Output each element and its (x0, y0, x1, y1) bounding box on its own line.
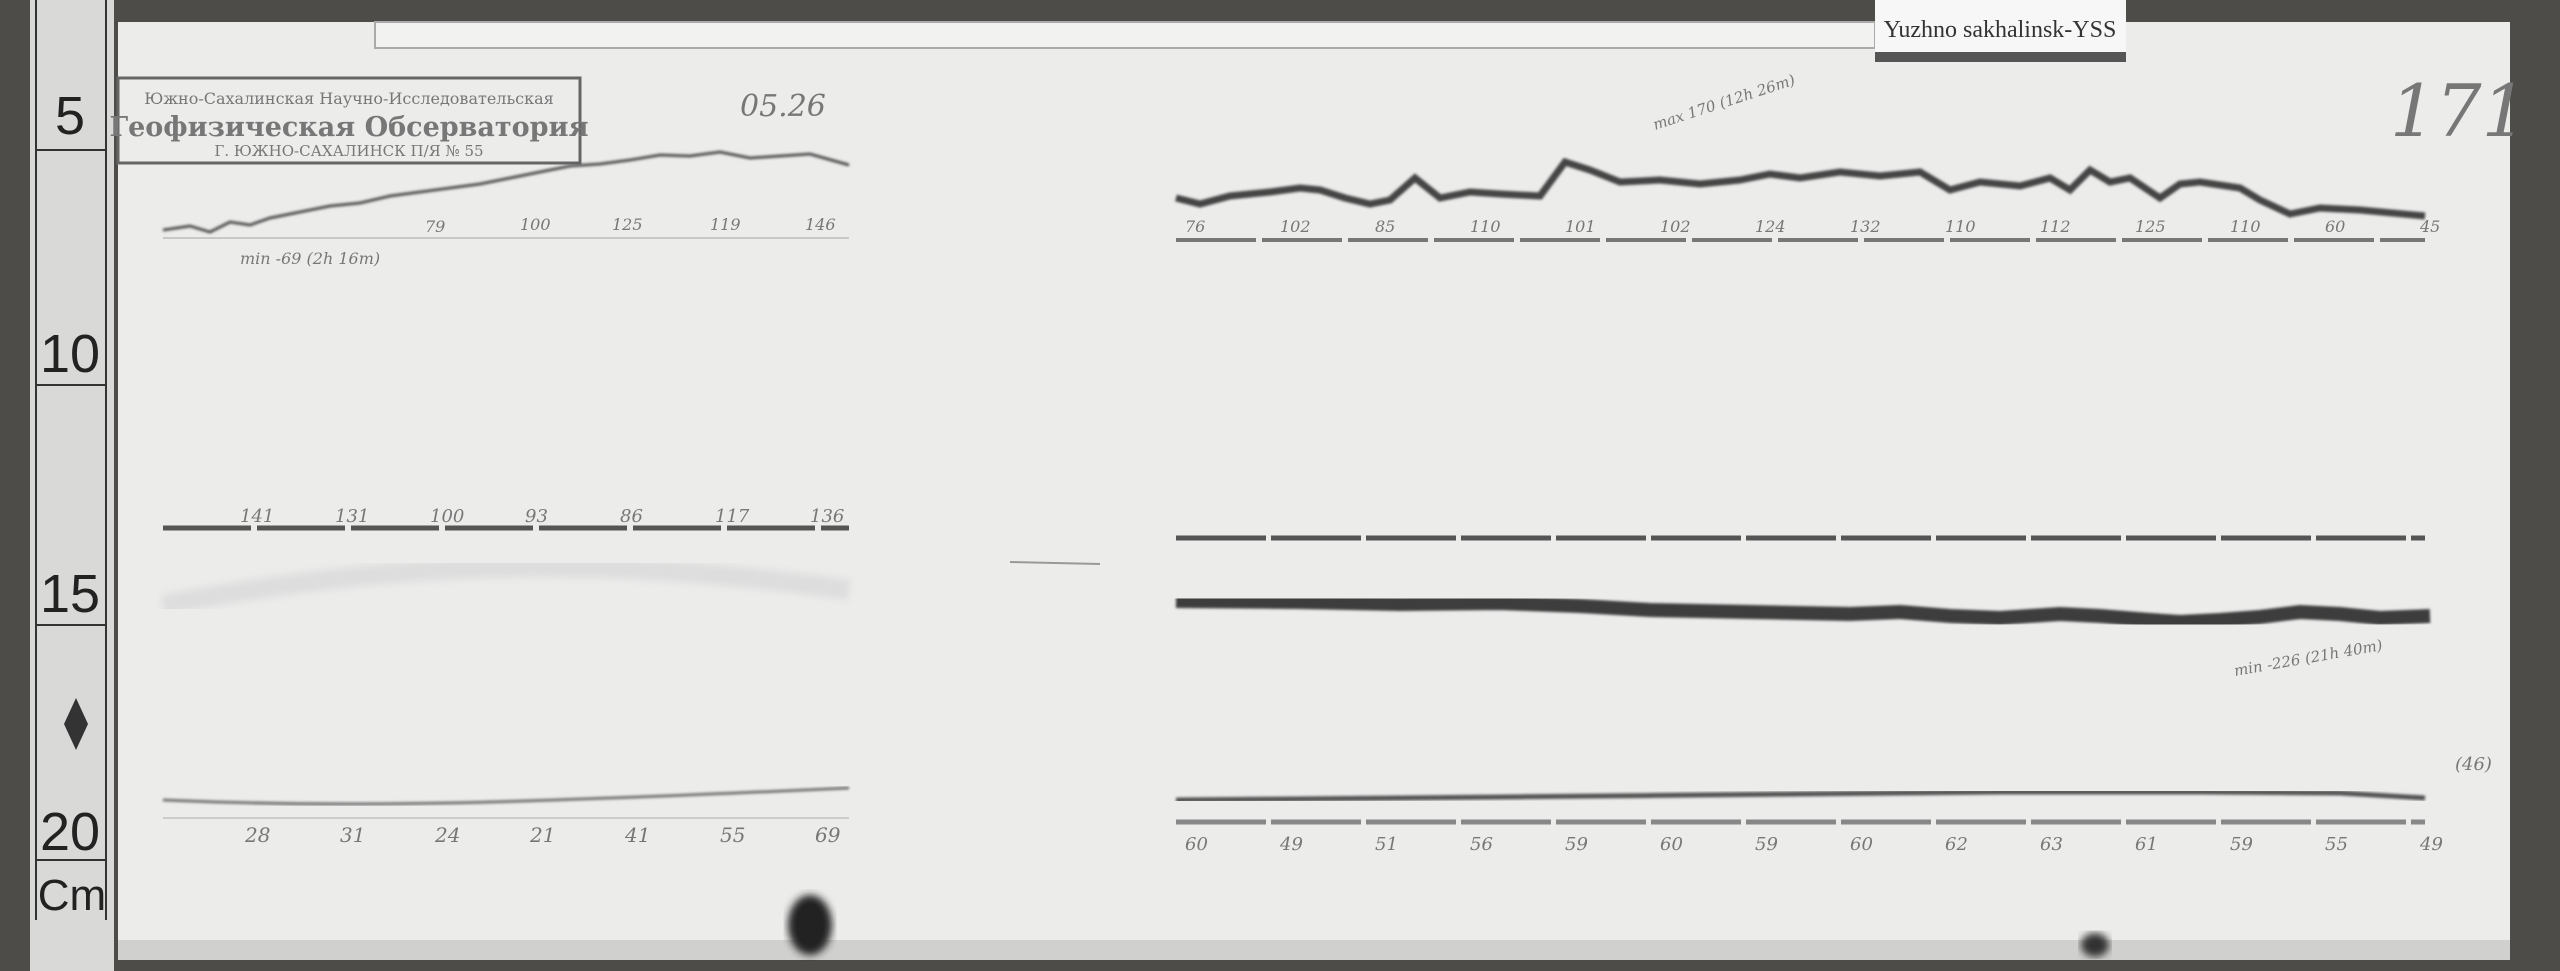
tick-label: 49 (2419, 834, 2443, 855)
tick-label: 55 (2325, 834, 2348, 855)
tick-label: 76 (1185, 217, 1205, 236)
svg-text:125: 125 (612, 215, 643, 234)
tick-label: 59 (2230, 834, 2253, 855)
trace-right-top (1175, 157, 2426, 220)
ink-smudge (788, 895, 832, 955)
tick-label: 125 (2135, 217, 2166, 236)
tick-label: 102 (1660, 217, 1691, 236)
paper-sheet (118, 22, 2510, 948)
ruler (35, 0, 107, 920)
tick-labels-mid-left: 141 131 100 93 86 117 136 (240, 506, 844, 527)
tick-label: 59 (1565, 834, 1588, 855)
tick-label: 21 (529, 823, 555, 847)
ink-smudge (2081, 933, 2109, 957)
stamp-line-1: Южно-Сахалинская Научно-Исследовательска… (144, 89, 554, 108)
tick-label: 86 (620, 506, 643, 527)
diamond-marker-icon (64, 698, 88, 750)
ruler-strip (30, 0, 114, 971)
svg-text:146: 146 (805, 215, 836, 234)
trace-left-top (162, 150, 850, 234)
tick-label: 31 (340, 823, 365, 847)
stamp-line-3: Г. ЮЖНО-САХАЛИНСК П/Я № 55 (214, 142, 483, 160)
tick-label: 60 (1185, 834, 1208, 855)
tick-label: 62 (1945, 834, 1968, 855)
tick-label: 131 (335, 506, 369, 527)
tick-labels-top-right: 76 102 85 110 101 102 124 132 110 112 125 110 60 45 (1185, 217, 2440, 236)
ruler-unit: Cm (38, 871, 106, 920)
observatory-stamp (116, 76, 582, 165)
annotation-right-side: (46) (2455, 754, 2492, 775)
tick-label: 41 (624, 823, 650, 847)
tick-label: 112 (2040, 217, 2071, 236)
date-note: 05.26 (740, 89, 826, 124)
tick-label: 24 (434, 823, 460, 847)
trace-right-thick (1175, 594, 2431, 630)
tick-label: 102 (1280, 217, 1311, 236)
tick-labels-bottom-right: 60 49 51 56 59 60 59 60 62 63 61 59 55 49 (1185, 834, 2443, 855)
tick-label: 141 (240, 506, 274, 527)
tick-label: 45 (2419, 217, 2440, 236)
tick-label: 69 (815, 823, 841, 847)
tick-label: 59 (1755, 834, 1778, 855)
tick-label: 93 (525, 506, 548, 527)
tick-label: 56 (1470, 834, 1493, 855)
tick-label: 60 (1850, 834, 1873, 855)
ruler-mark-10: 10 (40, 324, 100, 384)
stamp-line-2: Геофизическая Обсерватория (109, 112, 588, 143)
tape-strip (374, 21, 1876, 49)
tick-label: 49 (1279, 834, 1303, 855)
tick-label: 110 (2230, 217, 2261, 236)
tick-label: 28 (244, 823, 270, 847)
station-label: Yuzhno sakhalinsk-YSS (1884, 17, 2117, 43)
svg-text:79: 79 (425, 217, 445, 236)
sheet-number: 171 (2390, 69, 2527, 153)
trace-right-bottom (1175, 789, 2426, 803)
ruler-mark-15: 15 (40, 564, 100, 624)
ruler-mark-5: 5 (55, 86, 85, 146)
tick-labels-top-left: 79 100 125 119 146 (425, 215, 836, 236)
svg-text:100: 100 (520, 215, 551, 234)
tick-label: 101 (1565, 217, 1596, 236)
station-label-box (1875, 0, 2126, 52)
ruler-mark-20: 20 (40, 802, 100, 862)
tick-label: 60 (1660, 834, 1683, 855)
tick-labels-bottom-left: 28 31 24 21 41 55 69 (244, 823, 841, 847)
tick-label: 110 (1470, 217, 1501, 236)
trace-left-bottom (162, 786, 850, 806)
tick-label: 110 (1945, 217, 1976, 236)
tick-label: 61 (2135, 834, 2158, 855)
annotation-left-min: min -69 (2h 16m) (240, 249, 380, 268)
tick-label: 60 (2325, 217, 2345, 236)
tick-label: 85 (1375, 217, 1395, 236)
tick-label: 124 (1755, 217, 1786, 236)
tick-label: 132 (1850, 217, 1881, 236)
faint-trace-left (161, 557, 851, 615)
tick-label: 136 (810, 506, 844, 527)
tick-label: 117 (715, 506, 750, 527)
tick-label: 51 (1375, 834, 1398, 855)
tick-label: 63 (2040, 834, 2063, 855)
svg-text:119: 119 (710, 215, 741, 234)
tick-label: 55 (720, 823, 745, 847)
tick-label: 100 (430, 506, 464, 527)
